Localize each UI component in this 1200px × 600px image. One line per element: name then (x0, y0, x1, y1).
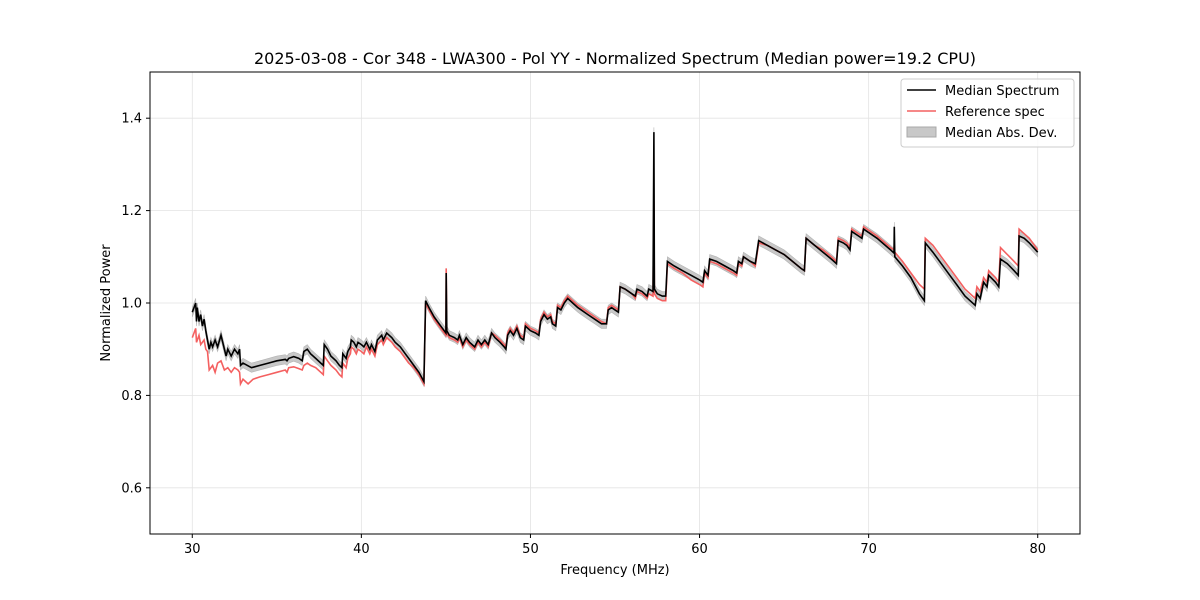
y-tick-label: 1.0 (121, 297, 142, 312)
legend-box (900, 78, 1075, 148)
x-tick-label: 60 (691, 542, 708, 557)
legend-median-spectrum: Median Spectrum (945, 84, 1059, 99)
gridlines (150, 72, 1080, 534)
y-axis-label: Normalized Power (99, 244, 114, 362)
median-spectrum-line (191, 132, 1039, 385)
y-tick-label: 1.4 (121, 112, 142, 127)
median-abs-dev-band (192, 127, 1038, 388)
x-tick-label: 70 (860, 542, 877, 557)
legend-mad-swatch (906, 126, 937, 138)
y-tick-label: 1.2 (121, 204, 142, 219)
y-tick-label: 0.8 (121, 389, 142, 404)
x-tick-label: 30 (184, 542, 201, 557)
chart-title: 2025-03-08 - Cor 348 - LWA300 - Pol YY -… (254, 49, 976, 68)
y-axis-ticks: 0.6 0.8 1.0 1.2 1.4 (121, 112, 150, 496)
y-tick-label: 0.6 (121, 481, 142, 496)
legend-median-abs-dev: Median Abs. Dev. (945, 126, 1057, 141)
mad-band-area (192, 127, 1038, 388)
legend-reference-spec: Reference spec (945, 105, 1045, 120)
x-axis-ticks: 30 40 50 60 70 80 (184, 534, 1046, 557)
x-tick-label: 80 (1029, 542, 1046, 557)
x-tick-label: 50 (522, 542, 539, 557)
series-layer (191, 132, 1039, 387)
x-tick-label: 40 (353, 542, 370, 557)
x-axis-label: Frequency (MHz) (560, 563, 669, 578)
legend: Median Spectrum Reference spec Median Ab… (900, 78, 1075, 148)
